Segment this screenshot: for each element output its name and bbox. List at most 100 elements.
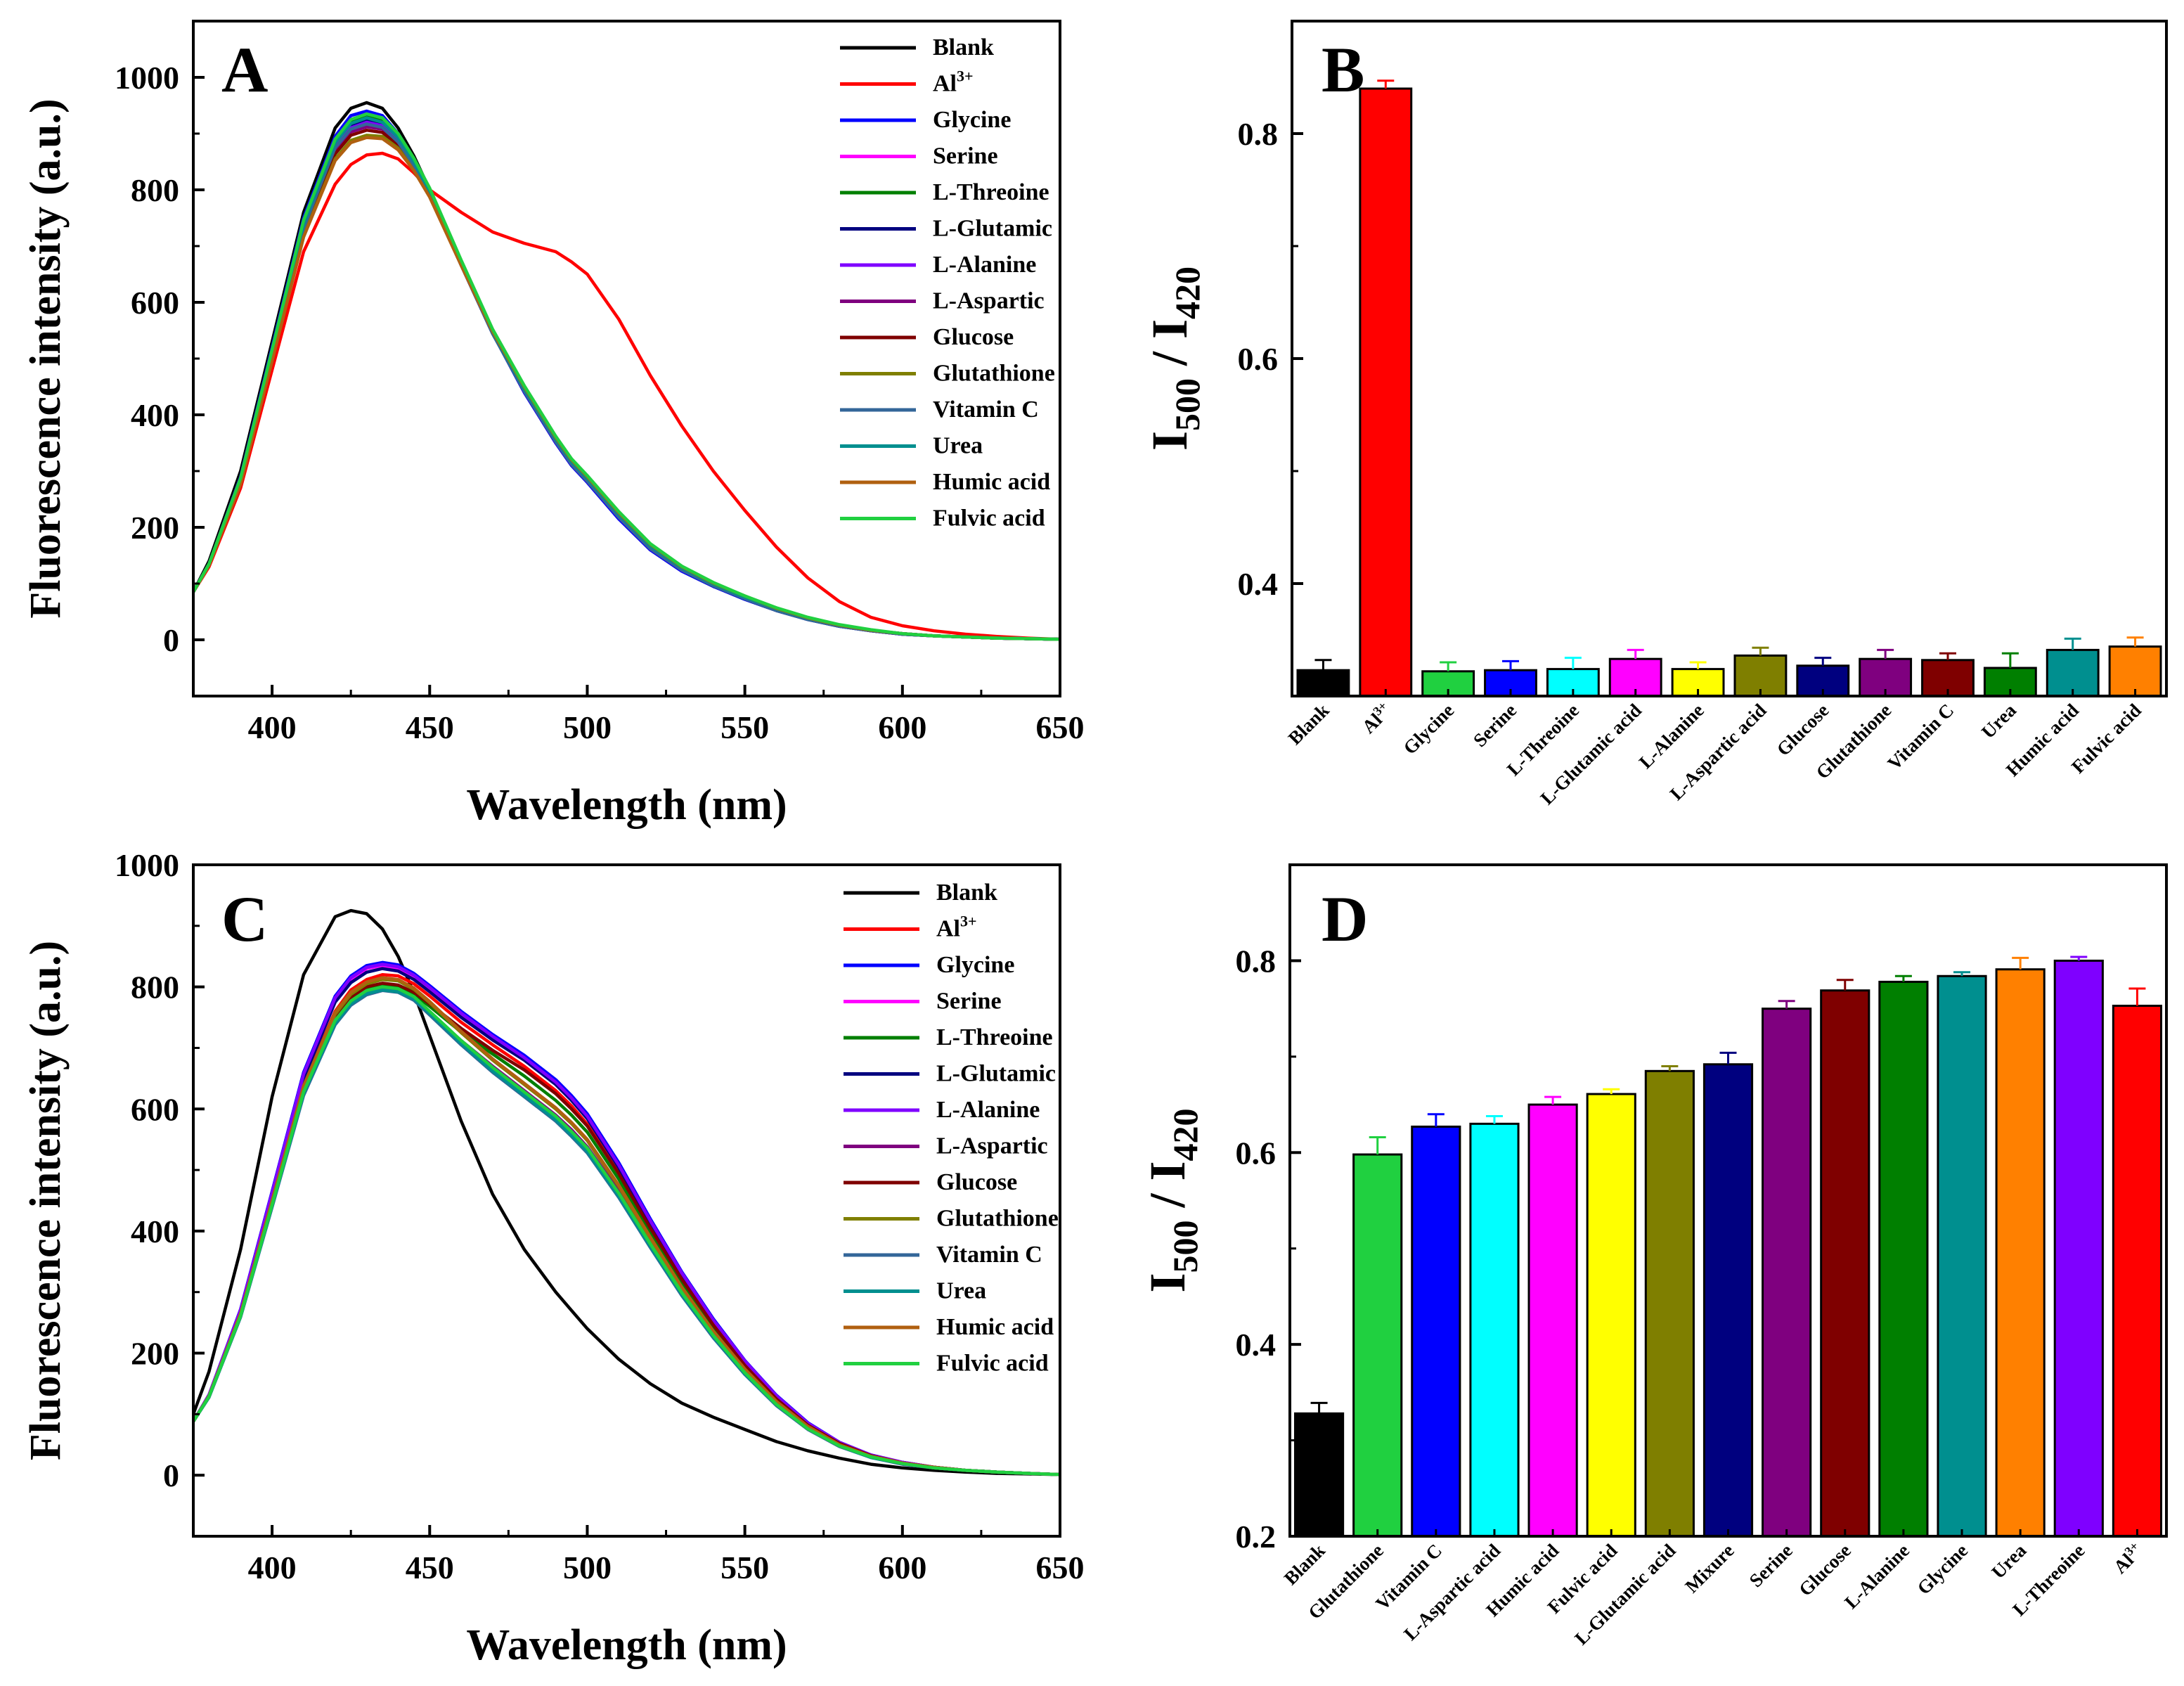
series-a-al3	[192, 151, 1061, 641]
y-tick-label-c: 400	[131, 1214, 179, 1249]
bar-d-mixure	[1702, 1063, 1754, 1538]
y-axis-label-part: / I	[1142, 319, 1198, 378]
y-tick-label-d: 0.2	[1236, 1519, 1277, 1555]
legend-label-c-l-threoine: L-Threoine	[936, 1024, 1053, 1050]
legend-label-a-l-threoine: L-Threoine	[933, 179, 1049, 205]
series-c-blank	[191, 908, 1061, 1476]
legend-label-a-humic-acid: Humic acid	[933, 469, 1050, 495]
panel-b: Blank Al3+ Glycine SerineL-ThreoineL-Glutam…	[1142, 20, 2168, 809]
bar-d-urea	[1995, 968, 2046, 1538]
legend-label-a-serine: Serine	[933, 143, 998, 169]
bar-d-l-alanine	[1878, 980, 1929, 1538]
y-tick-label-d: 0.6	[1236, 1135, 1277, 1171]
series-c-glucose	[192, 982, 1061, 1476]
panel-letter-d: D	[1322, 883, 1368, 955]
panel-letter-a: A	[221, 34, 268, 105]
x-tick-label-a: 600	[878, 709, 926, 745]
category-label-b-glucose: Glucose	[1773, 700, 1833, 760]
x-tick-label-c: 500	[563, 1550, 612, 1585]
category-label-d-l-alanine: L-Alanine	[1840, 1540, 1913, 1613]
category-label-b-serine: Serine	[1469, 700, 1520, 751]
y-tick-label-c: 0	[163, 1457, 179, 1493]
y-tick-label-c: 200	[131, 1336, 179, 1372]
y-tick-label-c: 1000	[115, 847, 179, 883]
legend-label-a-fulvic-acid: Fulvic acid	[933, 506, 1045, 532]
legend-label-c-serine: Serine	[936, 989, 1002, 1015]
series-a-l-glutamic	[192, 117, 1061, 641]
category-label-d-glucose: Glucose	[1795, 1540, 1855, 1600]
axes-c-frame	[192, 863, 1061, 1538]
y-axis-label-part: I	[1139, 1273, 1196, 1293]
bar-d-glycine	[1937, 974, 1987, 1538]
category-label-d-l-glutamic-acid: L-Glutamic acid	[1570, 1540, 1679, 1649]
legend-label-c-l-alanine: L-Alanine	[936, 1097, 1040, 1123]
legend-label-a-al3: Al3+	[933, 67, 974, 97]
legend-label-c-fulvic-acid: Fulvic acid	[936, 1351, 1049, 1377]
legend-label-c-urea: Urea	[936, 1278, 986, 1304]
category-label-d-serine: Serine	[1745, 1540, 1797, 1591]
legend-label-a-vitamin-c: Vitamin C	[933, 397, 1039, 423]
category-label-d-glycine: Glycine	[1913, 1540, 1972, 1599]
x-tick-label-a: 550	[721, 709, 769, 745]
x-tick-label-c: 650	[1036, 1550, 1085, 1585]
legend-label-c-humic-acid: Humic acid	[936, 1314, 1054, 1340]
legend-label-c-blank: Blank	[936, 880, 997, 906]
bar-d-al3	[2112, 1005, 2163, 1538]
panel-a: 400 450 500 550 600 650 0 200 400 600 800 1000 Wavel…	[22, 20, 1085, 829]
legend-label-c-vitamin-c: Vitamin C	[936, 1242, 1042, 1268]
legend-label-a-l-aspartic: L-Aspartic	[933, 288, 1045, 314]
x-tick-label-c: 400	[248, 1550, 297, 1585]
y-tick-label-a: 0	[163, 622, 179, 658]
bar-d-fulvic-acid	[1586, 1093, 1636, 1538]
x-axis-label-c: Wavelength (nm)	[466, 1621, 787, 1669]
y-axis-label-b: I500 / I420	[1142, 266, 1207, 451]
axes-d-frame	[1288, 863, 2168, 1538]
bar-d-blank	[1293, 1412, 1345, 1538]
category-superscript: 3+	[1370, 699, 1390, 719]
legend-label-c-glutathione: Glutathione	[936, 1206, 1059, 1232]
y-tick-label-a: 1000	[115, 60, 179, 96]
series-a-urea	[192, 116, 1061, 641]
category-label-b-vitamin-c: Vitamin C	[1883, 700, 1958, 774]
category-label-d-urea: Urea	[1987, 1540, 2031, 1583]
legend-label-a-blank: Blank	[933, 34, 994, 60]
bar-d-glutathione	[1352, 1153, 1403, 1538]
x-tick-label-a: 400	[248, 709, 297, 745]
bar-d-l-aspartic-acid	[1469, 1122, 1520, 1538]
bar-d-l-glutamic-acid	[1644, 1069, 1695, 1538]
y-tick-label-a: 400	[131, 397, 179, 433]
legend-label-c-al3: Al3+	[936, 913, 977, 942]
bar-d-glucose	[1820, 989, 1870, 1538]
y-axis-label-part: 500	[1168, 378, 1207, 431]
bar-b-fulvic-acid	[2108, 645, 2162, 697]
axes-a-frame	[192, 20, 1061, 697]
legend-label-c-l-aspartic: L-Aspartic	[936, 1133, 1048, 1159]
x-tick-label-a: 450	[406, 709, 454, 745]
axes-b-frame	[1291, 20, 2168, 697]
series-c-fulvic-acid	[192, 985, 1061, 1476]
y-tick-label-c: 800	[131, 970, 179, 1005]
series-c-urea	[192, 988, 1061, 1476]
series-a-fulvic-acid	[192, 112, 1061, 641]
y-axis-label-part: 420	[1165, 1108, 1205, 1161]
x-axis-label-a: Wavelength (nm)	[466, 781, 787, 829]
category-label-b-al3: Al3+	[1357, 699, 1395, 738]
series-a-vitamin-c	[192, 122, 1061, 641]
x-tick-label-c: 600	[878, 1550, 926, 1585]
series-c-l-threoine	[192, 983, 1061, 1476]
y-axis-label-c: Fluorescence intensity (a.u.)	[22, 941, 70, 1460]
bar-b-al3	[1359, 87, 1413, 697]
bar-d-vitamin-c	[1411, 1125, 1461, 1538]
y-tick-label-c: 600	[131, 1091, 179, 1127]
y-tick-label-a: 200	[131, 510, 179, 546]
series-c-l-aspartic	[192, 986, 1061, 1476]
x-tick-label-a: 500	[563, 709, 612, 745]
x-tick-label-a: 650	[1036, 709, 1085, 745]
panel-c: 400 450 500 550 600 650 0 200 400 600 800 1000 Wavel…	[22, 847, 1085, 1669]
series-c-vitamin-c	[192, 989, 1061, 1476]
y-axis-label-part: / I	[1139, 1161, 1196, 1220]
legend-label-a-glucose: Glucose	[933, 324, 1014, 350]
y-axis-label-part: 420	[1168, 266, 1207, 319]
